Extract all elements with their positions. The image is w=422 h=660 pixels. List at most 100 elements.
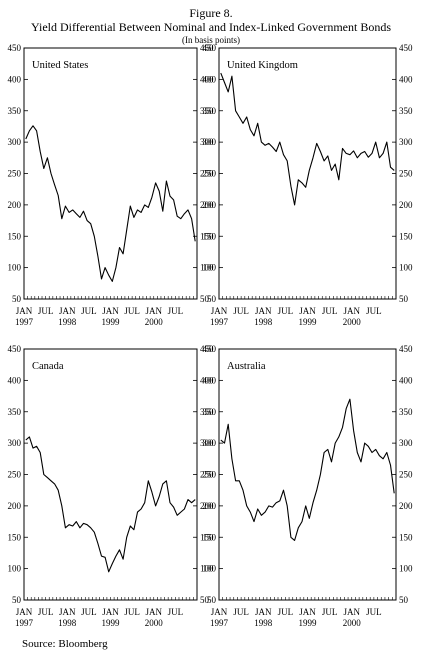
y-tick-label-right: 100 [399, 564, 413, 574]
y-tick-label-left: 350 [203, 407, 217, 417]
y-tick-label-left: 350 [8, 106, 22, 116]
x-tick-label: JUL [124, 306, 140, 316]
x-tick-label: JUL [278, 607, 294, 617]
x-tick-label: JUL [322, 306, 338, 316]
panel-title-united-kingdom: United Kingdom [227, 60, 298, 71]
y-tick-label-right: 50 [399, 595, 409, 605]
y-tick-label-right: 300 [200, 137, 214, 147]
y-tick-label-right: 350 [399, 407, 413, 417]
y-tick-label-left: 250 [203, 169, 217, 179]
y-tick-label-left: 50 [207, 294, 217, 304]
y-tick-label-right: 350 [200, 407, 214, 417]
y-tick-label-right: 350 [200, 106, 214, 116]
figure-title: Yield Differential Between Nominal and I… [30, 20, 392, 34]
plot-frame [23, 348, 198, 601]
x-tick-year: 2000 [145, 618, 164, 628]
y-tick-label-left: 400 [8, 375, 22, 385]
y-tick-label-right: 450 [399, 344, 413, 354]
x-tick-label: JAN [59, 607, 76, 617]
x-tick-year: 1999 [102, 618, 121, 628]
y-tick-label-right: 400 [200, 375, 214, 385]
y-tick-label-left: 450 [8, 344, 22, 354]
y-tick-label-right: 250 [399, 470, 413, 480]
y-tick-label-left: 400 [203, 74, 217, 84]
y-tick-label-left: 250 [8, 470, 22, 480]
y-tick-label-left: 300 [203, 137, 217, 147]
panel-title-united-states: United States [32, 60, 88, 71]
y-tick-label-right: 150 [399, 231, 413, 241]
x-tick-label: JUL [322, 607, 338, 617]
panel-title-australia: Australia [227, 361, 266, 372]
x-tick-year: 1998 [58, 317, 77, 327]
y-tick-label-right: 300 [399, 137, 413, 147]
figure-unit: (In basis points) [182, 35, 240, 45]
x-tick-label: JUL [366, 306, 382, 316]
y-tick-label-left: 100 [203, 564, 217, 574]
y-tick-label-left: 300 [8, 438, 22, 448]
y-tick-label-left: 350 [8, 407, 22, 417]
x-tick-year: 1999 [299, 317, 318, 327]
y-tick-label-left: 50 [207, 595, 217, 605]
y-tick-label-left: 200 [8, 501, 22, 511]
y-tick-label-left: 50 [12, 595, 22, 605]
x-tick-label: JUL [366, 607, 382, 617]
y-tick-label-right: 300 [399, 438, 413, 448]
y-tick-label-right: 50 [200, 595, 210, 605]
y-tick-label-left: 400 [203, 375, 217, 385]
x-tick-label: JAN [211, 607, 228, 617]
y-tick-label-left: 150 [203, 231, 217, 241]
y-tick-label-left: 100 [203, 263, 217, 273]
y-tick-label-right: 200 [200, 200, 214, 210]
y-tick-label-left: 200 [203, 200, 217, 210]
x-tick-label: JAN [16, 306, 33, 316]
x-tick-label: JAN [145, 607, 162, 617]
x-tick-label: JAN [16, 607, 33, 617]
x-tick-label: JAN [145, 306, 162, 316]
x-tick-label: JUL [38, 607, 54, 617]
source-note: Source: Bloomberg [22, 638, 108, 650]
x-tick-label: JUL [168, 306, 184, 316]
y-tick-label-right: 250 [200, 470, 214, 480]
x-tick-label: JAN [102, 306, 119, 316]
y-tick-label-left: 300 [203, 438, 217, 448]
x-tick-label: JUL [81, 306, 97, 316]
plot-frame [218, 47, 397, 300]
y-tick-label-right: 100 [399, 263, 413, 273]
y-tick-label-right: 200 [200, 501, 214, 511]
y-tick-label-left: 300 [8, 137, 22, 147]
y-tick-label-right: 300 [200, 438, 214, 448]
x-tick-label: JUL [38, 306, 54, 316]
y-tick-label-left: 450 [203, 344, 217, 354]
y-tick-label-left: 350 [203, 106, 217, 116]
y-tick-label-right: 150 [200, 532, 214, 542]
x-tick-label: JAN [211, 306, 228, 316]
x-tick-label: JUL [233, 607, 249, 617]
series-line-united-kingdom [220, 72, 395, 206]
y-tick-label-right: 450 [200, 43, 214, 53]
x-tick-year: 2000 [145, 317, 164, 327]
y-tick-label-right: 400 [399, 375, 413, 385]
y-tick-label-right: 50 [399, 294, 409, 304]
x-tick-year: 1999 [299, 618, 318, 628]
y-tick-label-right: 450 [399, 43, 413, 53]
x-tick-label: JAN [299, 607, 316, 617]
x-tick-label: JAN [343, 306, 360, 316]
x-tick-label: JAN [255, 607, 272, 617]
x-tick-year: 1997 [210, 317, 229, 327]
x-tick-label: JUL [233, 306, 249, 316]
x-tick-year: 1998 [254, 618, 273, 628]
x-tick-year: 1997 [210, 618, 229, 628]
series-line-canada [25, 436, 196, 573]
figure-number: Figure 8. [189, 6, 233, 20]
series-line-united-states [25, 125, 196, 282]
x-tick-label: JUL [124, 607, 140, 617]
x-tick-year: 1998 [58, 618, 77, 628]
y-tick-label-left: 200 [203, 501, 217, 511]
y-tick-label-right: 50 [200, 294, 210, 304]
x-tick-year: 1997 [15, 618, 34, 628]
y-tick-label-left: 250 [203, 470, 217, 480]
